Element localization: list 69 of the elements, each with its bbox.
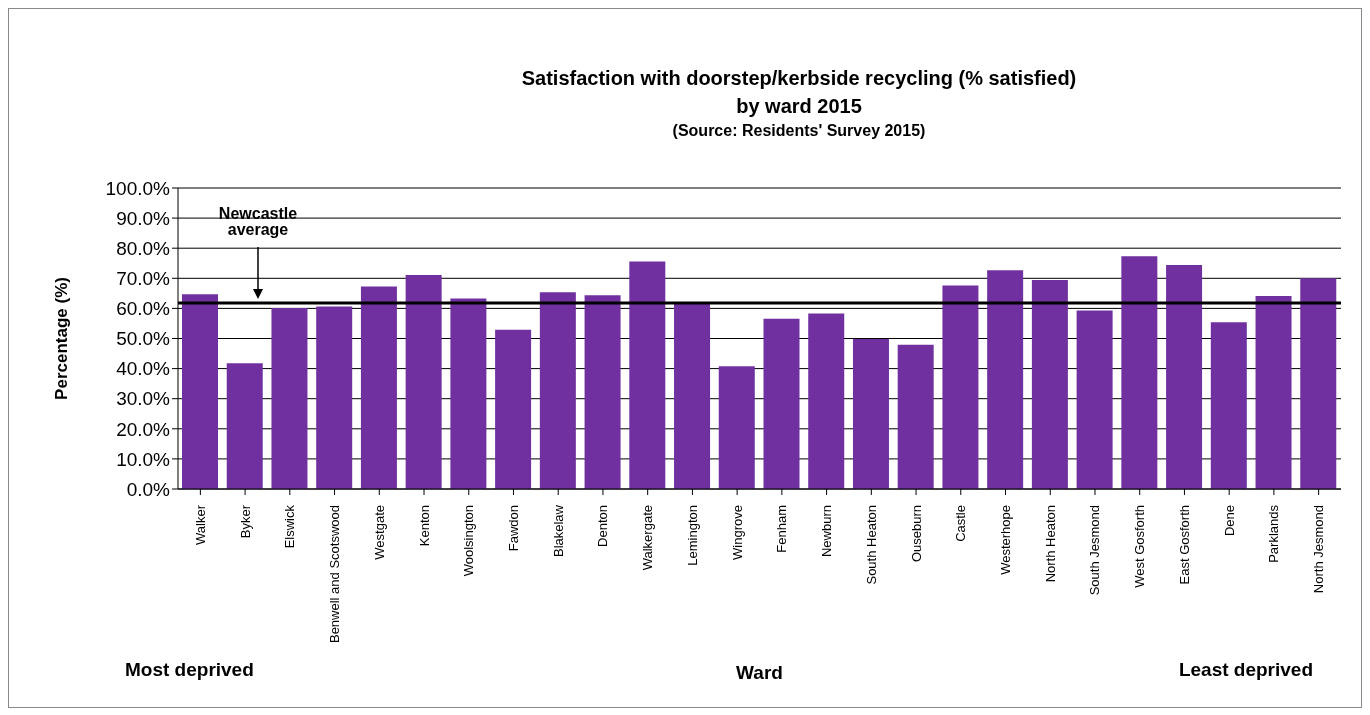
bar [539,292,576,489]
bar [718,366,755,489]
y-tick-label: 50.0% [116,328,171,350]
x-axis-title: Ward [736,662,783,683]
bar [405,274,442,489]
bar [629,261,666,489]
y-tick-label: 20.0% [116,418,171,440]
y-tick-label: 0.0% [126,478,171,500]
text: Least deprived [1178,659,1313,681]
x-tick-label: Castle [953,505,969,542]
x-tick-label: Newburn [819,505,835,558]
bar [1255,296,1292,489]
bar [316,306,353,489]
x-tick-label: Fawdon [505,505,521,552]
x-tick-label: South Jesmond [1087,505,1103,596]
x-tick-label: Westerhope [998,505,1014,575]
bar [852,339,889,489]
bar [1300,278,1337,489]
x-tick-label: South Heaton [863,505,879,585]
x-tick-label: Denton [595,505,611,547]
x-tick-label: Walkergate [640,505,656,571]
text: Most deprived [125,659,254,681]
bar [674,303,711,489]
y-tick-label: 100.0% [105,177,171,199]
x-tick-label: Benwell and Scotswood [327,505,343,644]
y-tick-label: 30.0% [116,388,171,410]
x-tick-label: Fenham [774,505,790,553]
y-tick-label: 40.0% [116,358,171,380]
x-tick-label: Blakelaw [550,504,566,558]
x-tick-label: North Heaton [1042,505,1058,583]
x-tick-label: Wingrove [729,505,745,560]
bar [1166,265,1203,489]
bar [942,285,979,489]
bar [360,286,397,489]
bar [271,308,308,489]
y-tick-label: 60.0% [116,298,171,320]
x-tick-label: North Jesmond [1311,505,1327,594]
bar [1210,322,1247,489]
x-tick-label: Kenton [416,505,432,547]
bar [182,294,218,489]
x-tick-label: Elswick [282,504,298,549]
bar [1121,256,1158,489]
chart-title: Satisfaction with doorstep/kerbside recycling (% satisfied) by ward 2015 [520,66,1078,119]
y-tick-label: 10.0% [116,448,171,470]
x-tick-label: Dene [1221,505,1237,537]
x-tick-label: East Gosforth [1176,505,1192,585]
x-tick-label: Woolsington [461,505,477,577]
bar [450,298,487,489]
y-tick-label: 80.0% [116,237,171,259]
x-tick-label: West Gosforth [1132,505,1148,588]
y-tick-label: 70.0% [116,268,171,290]
x-tick-label: Walker [192,504,208,545]
chart-subtitle: (Source: Residents' Survey 2015) [671,121,927,141]
bar [226,363,263,489]
x-tick-label: Westgate [371,505,387,560]
bar [763,318,800,489]
x-tick-label: Parklands [1266,504,1282,563]
bar [897,344,934,489]
bar [808,313,845,489]
y-tick-label: 90.0% [116,207,171,229]
x-tick-label: Lemington [684,505,700,566]
bar [1076,310,1113,489]
x-tick-label: Ouseburn [908,505,924,563]
bar [987,270,1024,489]
bar [495,329,532,489]
bar [1031,280,1068,489]
y-axis-title: Percentage (%) [52,277,72,400]
x-tick-label: Byker [237,504,253,539]
bar [584,295,621,489]
